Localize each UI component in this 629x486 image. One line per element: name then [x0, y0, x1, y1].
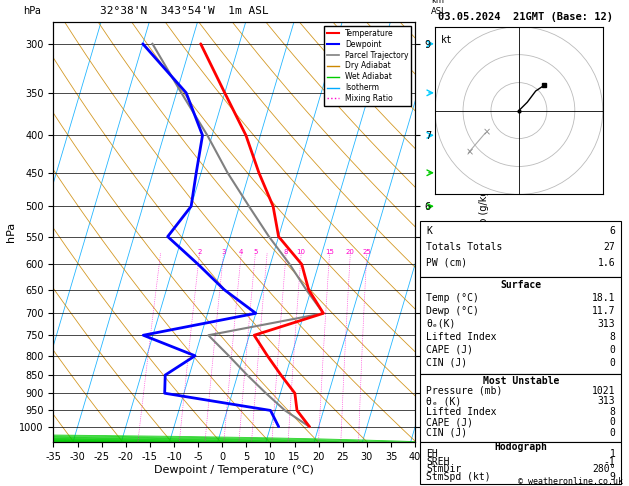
Text: 0: 0 [610, 417, 615, 427]
Text: Totals Totals: Totals Totals [426, 242, 503, 252]
Text: 313: 313 [598, 319, 615, 329]
Text: CIN (J): CIN (J) [426, 358, 467, 367]
Y-axis label: Mixing Ratio (g/kg): Mixing Ratio (g/kg) [479, 186, 489, 278]
Text: 1: 1 [610, 449, 615, 459]
Text: Surface: Surface [500, 280, 542, 290]
Text: 20: 20 [346, 248, 355, 255]
Text: Pressure (mb): Pressure (mb) [426, 386, 503, 396]
Text: PW (cm): PW (cm) [426, 258, 467, 268]
Text: 11.7: 11.7 [592, 306, 615, 316]
Text: K: K [426, 226, 432, 236]
Y-axis label: hPa: hPa [6, 222, 16, 242]
Text: km
ASL: km ASL [431, 0, 447, 16]
Text: 9: 9 [610, 472, 615, 482]
Text: kt: kt [441, 35, 452, 45]
Text: LCL: LCL [422, 396, 438, 405]
Text: EH: EH [426, 449, 438, 459]
Text: 32°38'N  343°54'W  1m ASL: 32°38'N 343°54'W 1m ASL [101, 5, 269, 16]
Text: θₑ(K): θₑ(K) [426, 319, 455, 329]
Text: 0: 0 [610, 428, 615, 438]
Text: -1: -1 [604, 457, 615, 467]
Text: 0: 0 [610, 345, 615, 355]
Text: 280°: 280° [592, 464, 615, 474]
Text: hPa: hPa [23, 5, 41, 16]
Text: 27: 27 [604, 242, 615, 252]
Legend: Temperature, Dewpoint, Parcel Trajectory, Dry Adiabat, Wet Adiabat, Isotherm, Mi: Temperature, Dewpoint, Parcel Trajectory… [324, 26, 411, 106]
FancyBboxPatch shape [420, 221, 621, 277]
FancyBboxPatch shape [420, 374, 621, 442]
Text: 18.1: 18.1 [592, 293, 615, 303]
Text: 8: 8 [610, 331, 615, 342]
Text: 313: 313 [598, 397, 615, 406]
Text: Lifted Index: Lifted Index [426, 407, 497, 417]
Text: Dewp (°C): Dewp (°C) [426, 306, 479, 316]
Text: 10: 10 [297, 248, 306, 255]
Text: 15: 15 [325, 248, 334, 255]
Text: 1.6: 1.6 [598, 258, 615, 268]
Text: 03.05.2024  21GMT (Base: 12): 03.05.2024 21GMT (Base: 12) [438, 12, 613, 22]
FancyBboxPatch shape [420, 277, 621, 374]
Text: Hodograph: Hodograph [494, 442, 547, 452]
Text: Most Unstable: Most Unstable [482, 376, 559, 385]
Text: 5: 5 [253, 248, 257, 255]
Text: SREH: SREH [426, 457, 450, 467]
Text: 25: 25 [362, 248, 371, 255]
Text: 4: 4 [239, 248, 243, 255]
Text: ×: × [466, 147, 474, 157]
X-axis label: Dewpoint / Temperature (°C): Dewpoint / Temperature (°C) [154, 465, 314, 475]
Text: 8: 8 [610, 407, 615, 417]
Text: 8: 8 [284, 248, 288, 255]
Text: Temp (°C): Temp (°C) [426, 293, 479, 303]
Text: 0: 0 [610, 358, 615, 367]
Text: © weatheronline.co.uk: © weatheronline.co.uk [518, 476, 623, 486]
Text: ×: × [482, 128, 491, 138]
Text: θₑ (K): θₑ (K) [426, 397, 462, 406]
Text: 1021: 1021 [592, 386, 615, 396]
Text: CAPE (J): CAPE (J) [426, 417, 473, 427]
FancyBboxPatch shape [420, 442, 621, 484]
Text: CAPE (J): CAPE (J) [426, 345, 473, 355]
Text: 3: 3 [221, 248, 226, 255]
Text: 2: 2 [197, 248, 201, 255]
Text: StmSpd (kt): StmSpd (kt) [426, 472, 491, 482]
Text: Lifted Index: Lifted Index [426, 331, 497, 342]
Text: CIN (J): CIN (J) [426, 428, 467, 438]
Text: StmDir: StmDir [426, 464, 462, 474]
Text: 6: 6 [610, 226, 615, 236]
